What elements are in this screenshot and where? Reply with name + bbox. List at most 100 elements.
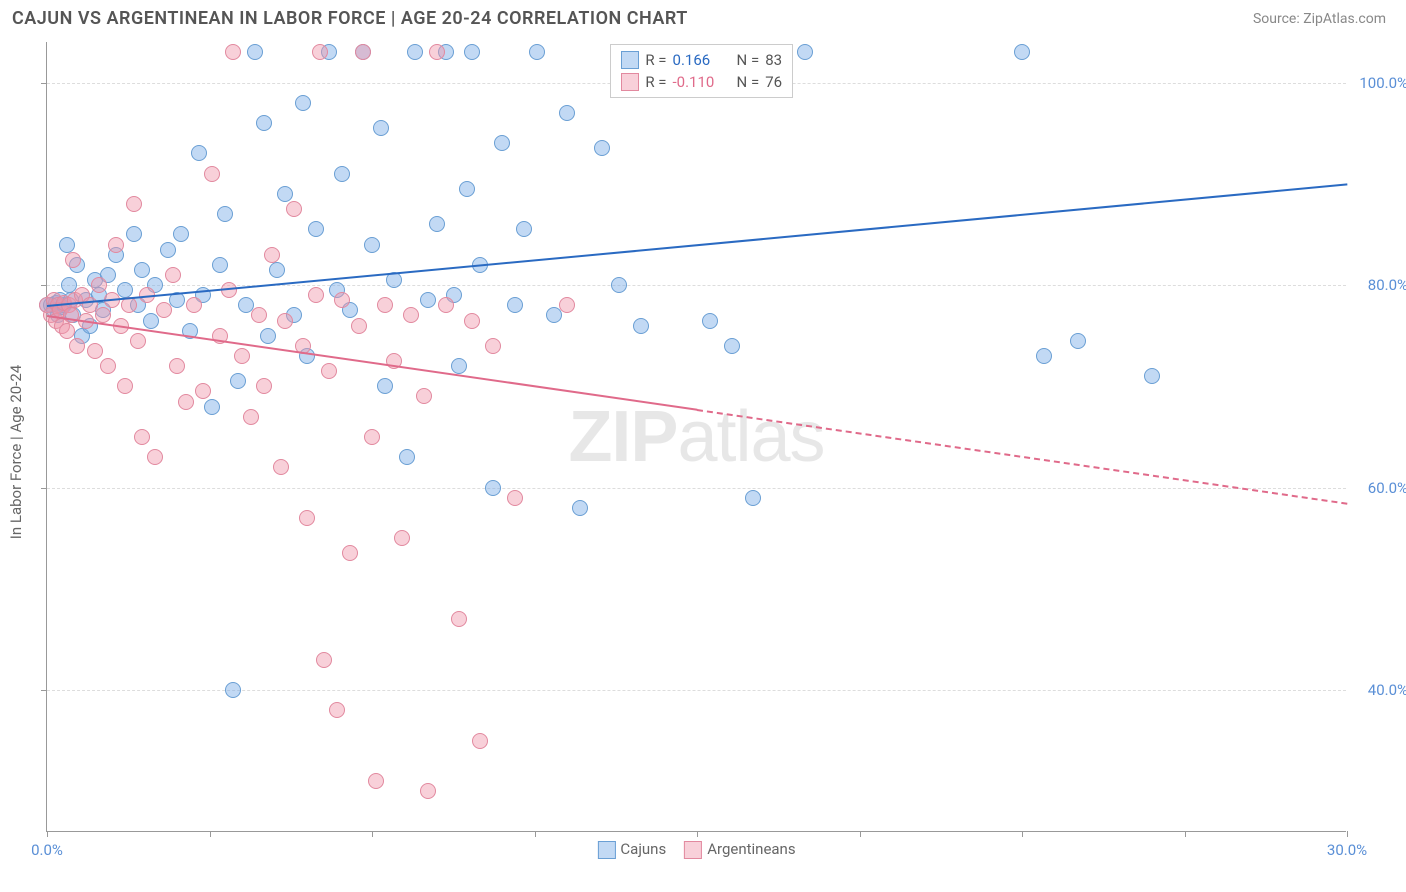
data-point bbox=[299, 510, 315, 526]
data-point bbox=[403, 307, 419, 323]
data-point bbox=[308, 287, 324, 303]
data-point bbox=[108, 237, 124, 253]
stats-legend-row: R =0.166N =83 bbox=[621, 49, 782, 71]
plot-region: ZIPatlas 40.0%60.0%80.0%100.0%0.0%30.0%R… bbox=[46, 42, 1346, 832]
data-point bbox=[204, 166, 220, 182]
x-tick-label: 30.0% bbox=[1327, 841, 1367, 859]
data-point bbox=[269, 262, 285, 278]
x-tick-label: 0.0% bbox=[31, 841, 63, 859]
data-point bbox=[1070, 333, 1086, 349]
data-point bbox=[321, 363, 337, 379]
data-point bbox=[429, 44, 445, 60]
legend-item: Cajuns bbox=[597, 840, 666, 859]
data-point bbox=[69, 338, 85, 354]
legend-swatch bbox=[621, 73, 639, 91]
data-point bbox=[134, 262, 150, 278]
data-point bbox=[212, 257, 228, 273]
data-point bbox=[451, 358, 467, 374]
data-point bbox=[334, 166, 350, 182]
stats-legend: R =0.166N =83R =-0.110N =76 bbox=[610, 44, 793, 98]
data-point bbox=[273, 459, 289, 475]
data-point bbox=[260, 328, 276, 344]
data-point bbox=[559, 297, 575, 313]
data-point bbox=[459, 181, 475, 197]
data-point bbox=[87, 343, 103, 359]
data-point bbox=[377, 297, 393, 313]
y-axis-label: In Labor Force | Age 20-24 bbox=[7, 365, 25, 539]
data-point bbox=[264, 247, 280, 263]
data-point bbox=[1014, 44, 1030, 60]
data-point bbox=[126, 196, 142, 212]
gridline bbox=[47, 488, 1346, 489]
data-point bbox=[572, 500, 588, 516]
data-point bbox=[1144, 368, 1160, 384]
data-point bbox=[329, 702, 345, 718]
x-tick bbox=[372, 831, 373, 837]
y-tick-label: 100.0% bbox=[1353, 74, 1406, 92]
chart-area: In Labor Force | Age 20-24 ZIPatlas 40.0… bbox=[46, 42, 1386, 862]
r-label: R = bbox=[645, 51, 666, 69]
n-label: N = bbox=[737, 73, 760, 91]
n-value: 83 bbox=[765, 51, 782, 69]
data-point bbox=[420, 783, 436, 799]
regression-line bbox=[47, 315, 697, 411]
legend-item: Argentineans bbox=[684, 840, 795, 859]
data-point bbox=[256, 378, 272, 394]
chart-header: CAJUN VS ARGENTINEAN IN LABOR FORCE | AG… bbox=[0, 0, 1406, 33]
data-point bbox=[1036, 348, 1052, 364]
data-point bbox=[416, 388, 432, 404]
data-point bbox=[529, 44, 545, 60]
data-point bbox=[407, 44, 423, 60]
data-point bbox=[394, 530, 410, 546]
chart-title: CAJUN VS ARGENTINEAN IN LABOR FORCE | AG… bbox=[12, 8, 688, 29]
regression-line bbox=[697, 409, 1347, 505]
x-tick bbox=[210, 831, 211, 837]
data-point bbox=[165, 267, 181, 283]
data-point bbox=[485, 480, 501, 496]
data-point bbox=[702, 313, 718, 329]
data-point bbox=[234, 348, 250, 364]
data-point bbox=[225, 44, 241, 60]
x-tick bbox=[1347, 831, 1348, 837]
data-point bbox=[464, 44, 480, 60]
data-point bbox=[59, 323, 75, 339]
data-point bbox=[286, 201, 302, 217]
data-point bbox=[559, 105, 575, 121]
data-point bbox=[247, 44, 263, 60]
data-point bbox=[351, 318, 367, 334]
data-point bbox=[507, 297, 523, 313]
data-point bbox=[204, 399, 220, 415]
data-point bbox=[156, 302, 172, 318]
data-point bbox=[420, 292, 436, 308]
data-point bbox=[368, 773, 384, 789]
data-point bbox=[295, 95, 311, 111]
y-tick-label: 80.0% bbox=[1353, 276, 1406, 294]
data-point bbox=[147, 449, 163, 465]
data-point bbox=[277, 186, 293, 202]
x-tick bbox=[860, 831, 861, 837]
data-point bbox=[130, 333, 146, 349]
data-point bbox=[178, 394, 194, 410]
data-point bbox=[429, 216, 445, 232]
data-point bbox=[724, 338, 740, 354]
data-point bbox=[277, 313, 293, 329]
y-tick-label: 40.0% bbox=[1353, 681, 1406, 699]
y-tick-label: 60.0% bbox=[1353, 479, 1406, 497]
data-point bbox=[594, 140, 610, 156]
stats-legend-row: R =-0.110N =76 bbox=[621, 71, 782, 93]
data-point bbox=[611, 277, 627, 293]
data-point bbox=[308, 221, 324, 237]
data-point bbox=[364, 429, 380, 445]
data-point bbox=[100, 358, 116, 374]
data-point bbox=[91, 277, 107, 293]
x-tick bbox=[47, 831, 48, 837]
data-point bbox=[195, 383, 211, 399]
data-point bbox=[256, 115, 272, 131]
data-point bbox=[126, 226, 142, 242]
x-tick bbox=[1022, 831, 1023, 837]
data-point bbox=[438, 297, 454, 313]
y-tick bbox=[41, 488, 47, 489]
data-point bbox=[217, 206, 233, 222]
data-point bbox=[173, 226, 189, 242]
data-point bbox=[464, 313, 480, 329]
